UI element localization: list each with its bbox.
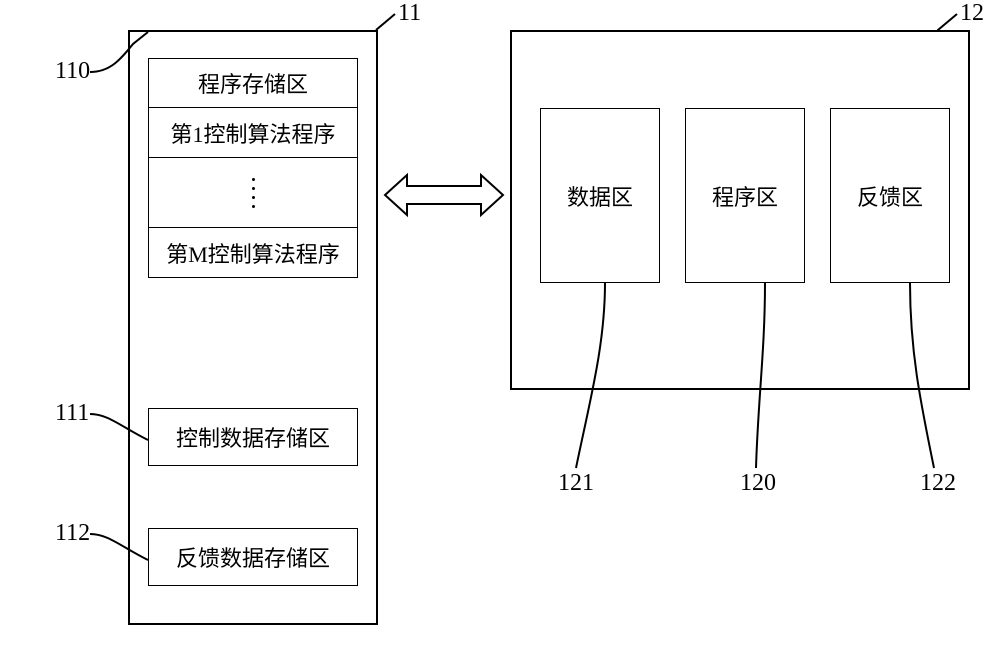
diagram-stage: 程序存储区第1控制算法程序第M控制算法程序控制数据存储区反馈数据存储区数据区程序… [0, 0, 1000, 646]
ref-label-112: 112 [55, 520, 90, 547]
leader-line [938, 14, 957, 32]
leader-line [90, 414, 148, 440]
leader-line [90, 32, 148, 72]
leader-line [910, 283, 934, 468]
svg-overlay [0, 0, 1000, 646]
leader-line [376, 14, 395, 30]
ref-label-122: 122 [920, 470, 956, 497]
ref-label-120: 120 [740, 470, 776, 497]
leader-line [576, 283, 605, 468]
ref-label-11: 11 [398, 0, 421, 27]
ref-label-121: 121 [558, 470, 594, 497]
leader-line [756, 283, 765, 468]
ref-label-110: 110 [55, 58, 90, 85]
ref-label-12: 12 [960, 0, 984, 27]
leader-line [90, 534, 148, 560]
ref-label-111: 111 [55, 400, 89, 427]
double-arrow-icon [385, 175, 503, 215]
